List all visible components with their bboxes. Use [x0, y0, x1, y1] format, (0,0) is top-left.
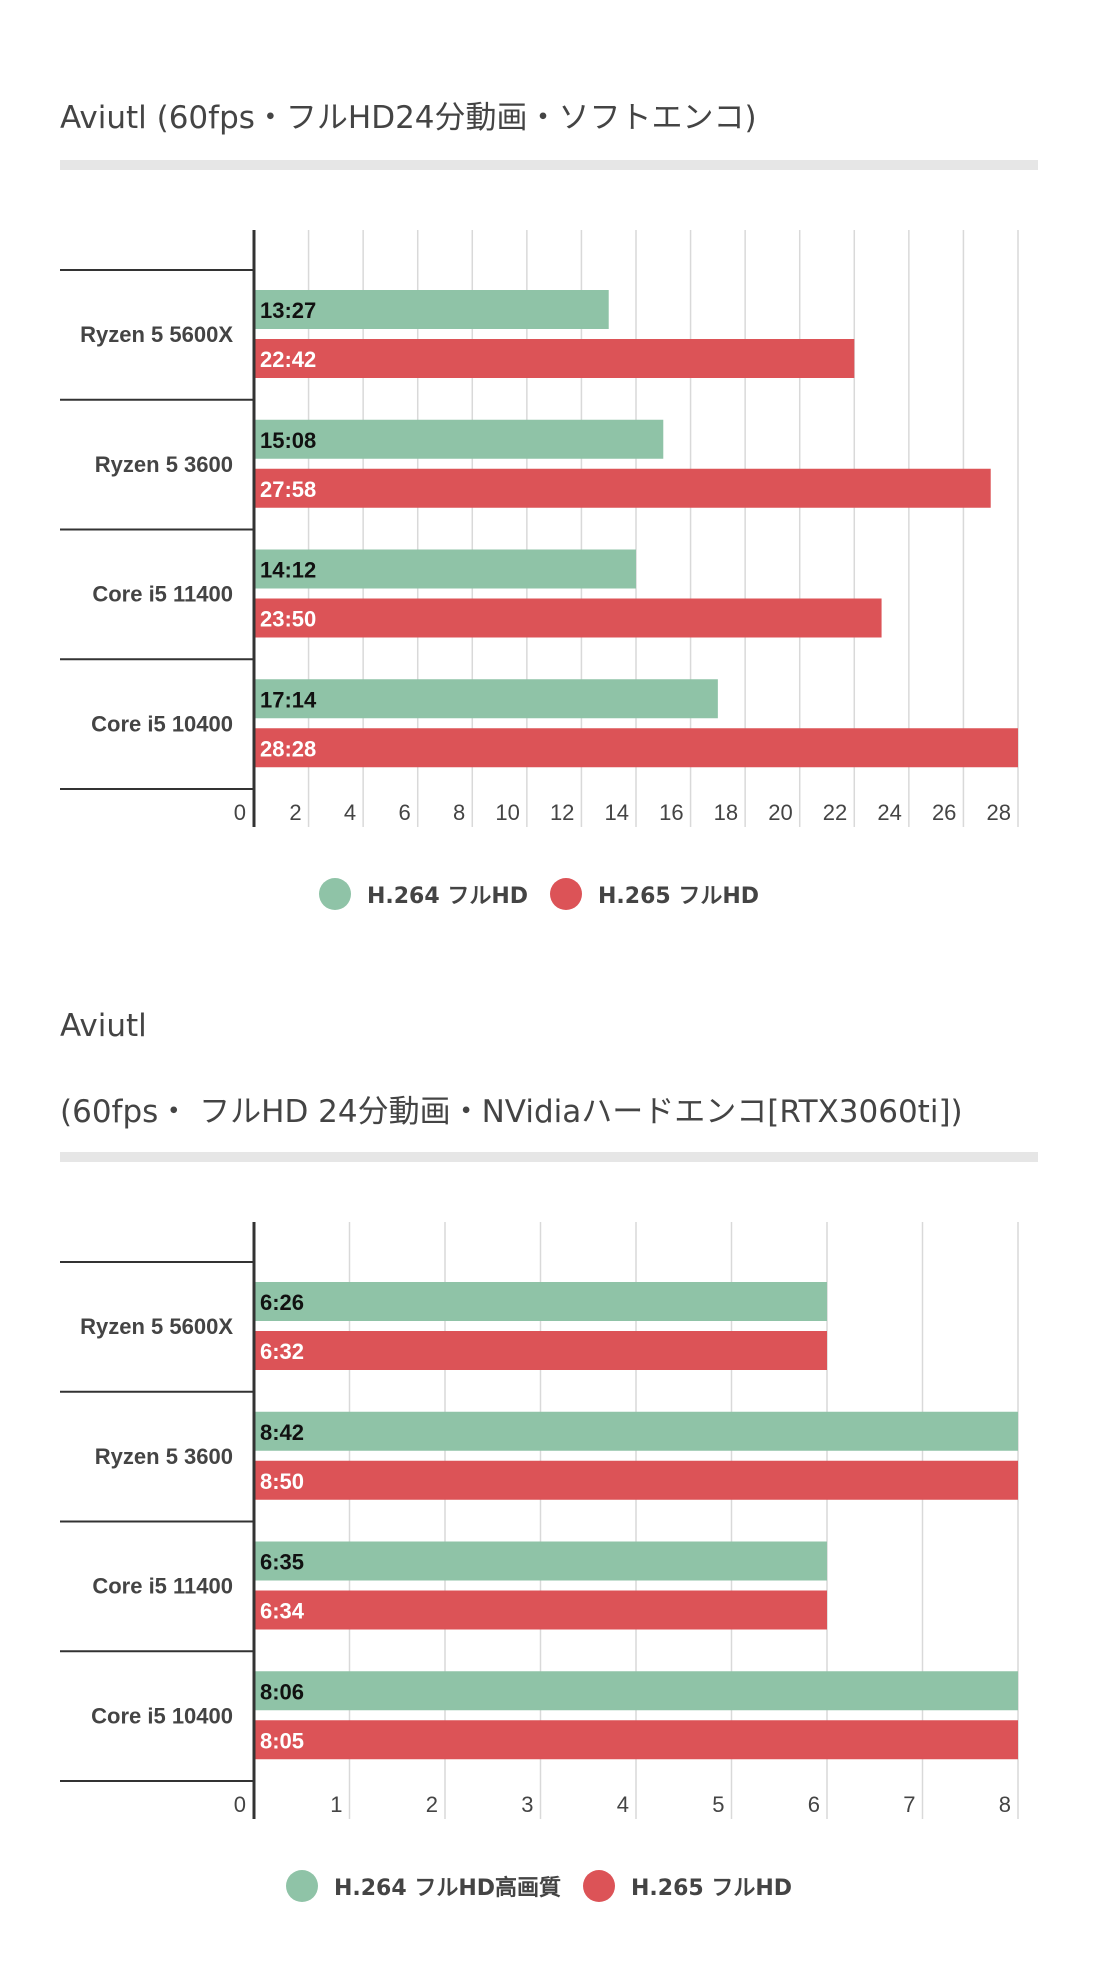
- bar-h265: [254, 1720, 1018, 1760]
- bar-h264: [254, 679, 718, 719]
- x-tick-label: 22: [823, 800, 847, 825]
- category-label: Ryzen 5 5600X: [80, 322, 233, 347]
- bar-h265: [254, 1590, 827, 1630]
- bar-h264: [254, 290, 609, 329]
- bar-h264: [254, 1541, 827, 1581]
- legend-swatch-h265: [550, 878, 582, 910]
- x-tick-label: 2: [426, 1792, 438, 1817]
- bar-h264: [254, 1282, 827, 1321]
- bar-value-label: 8:42: [260, 1420, 304, 1445]
- bar-value-label: 6:35: [260, 1550, 304, 1575]
- bar-h265: [254, 1460, 1018, 1500]
- bar-value-label: 15:08: [260, 428, 316, 453]
- x-tick-label: 24: [877, 800, 901, 825]
- bar-value-label: 8:06: [260, 1679, 304, 1704]
- x-tick-label: 5: [712, 1792, 724, 1817]
- chart1-title-rule: [60, 160, 1038, 170]
- x-tick-label: 18: [714, 800, 738, 825]
- x-tick-label: 12: [550, 800, 574, 825]
- bar-h265: [254, 468, 991, 508]
- x-tick-label: 16: [659, 800, 683, 825]
- bar-value-label: 14:12: [260, 558, 316, 583]
- x-tick-label: 0: [234, 1792, 246, 1817]
- legend-item-h264-hq: H.264 フルHD高画質: [285, 1870, 561, 1902]
- bar-value-label: 27:58: [260, 477, 316, 502]
- legend-item-h265: H.265 フルHD: [550, 878, 759, 910]
- chart2-subtitle: (60fps・ フルHD 24分動画・NVidiaハードエンコ[RTX3060t…: [60, 1094, 963, 1130]
- bar-h264: [254, 1411, 1018, 1451]
- chart1-legend: H.264 フルHD H.265 フルHD: [60, 878, 1018, 910]
- category-label: Ryzen 5 5600X: [80, 1314, 233, 1339]
- chart2-title: Aviutl: [60, 1008, 147, 1044]
- chart2-legend: H.264 フルHD高画質 H.265 フルHD: [60, 1870, 1018, 1902]
- legend-swatch-h264: [285, 1870, 318, 1902]
- x-tick-label: 8: [999, 1792, 1011, 1817]
- legend-swatch-h265: [583, 1870, 615, 1902]
- x-tick-label: 6: [398, 800, 410, 825]
- x-tick-label: 8: [453, 800, 465, 825]
- legend-item-h265: H.265 フルHD: [583, 1870, 792, 1902]
- chart1-title: Aviutl (60fps・フルHD24分動画・ソフトエンコ): [60, 100, 757, 136]
- bar-h265: [254, 1331, 827, 1370]
- bar-value-label: 6:26: [260, 1290, 304, 1315]
- bar-value-label: 6:34: [260, 1599, 305, 1624]
- bar-h264: [254, 419, 664, 459]
- bar-value-label: 6:32: [260, 1339, 304, 1364]
- bar-value-label: 23:50: [260, 607, 316, 632]
- legend-swatch-h264: [318, 878, 351, 910]
- x-tick-label: 28: [987, 800, 1011, 825]
- x-tick-label: 7: [903, 1792, 915, 1817]
- category-label: Ryzen 5 3600: [95, 452, 233, 477]
- legend-label: H.264 フルHD高画質: [333, 1876, 561, 1901]
- x-tick-label: 26: [932, 800, 956, 825]
- bar-h264: [254, 1671, 1018, 1711]
- category-label: Core i5 10400: [91, 711, 233, 736]
- x-tick-label: 4: [617, 1792, 629, 1817]
- x-tick-label: 20: [768, 800, 792, 825]
- x-tick-label: 1: [330, 1792, 342, 1817]
- legend-label: H.264 フルHD: [366, 884, 528, 909]
- category-label: Core i5 10400: [91, 1703, 233, 1728]
- x-tick-label: 4: [344, 800, 356, 825]
- x-tick-label: 14: [605, 800, 629, 825]
- x-tick-label: 6: [808, 1792, 820, 1817]
- bar-value-label: 28:28: [260, 736, 316, 761]
- bar-h264: [254, 549, 636, 589]
- bar-value-label: 8:50: [260, 1469, 304, 1494]
- bar-value-label: 22:42: [260, 347, 316, 372]
- chart2-title-rule: [60, 1152, 1038, 1162]
- bar-value-label: 13:27: [260, 298, 316, 323]
- bar-value-label: 17:14: [260, 687, 317, 712]
- legend-label: H.265 フルHD: [598, 884, 760, 909]
- bar-value-label: 8:05: [260, 1728, 304, 1753]
- category-label: Core i5 11400: [92, 582, 233, 607]
- legend-item-h264: H.264 フルHD: [318, 878, 528, 910]
- x-tick-label: 3: [521, 1792, 533, 1817]
- category-label: Ryzen 5 3600: [95, 1444, 233, 1469]
- bar-h265: [254, 339, 855, 378]
- bar-h265: [254, 728, 1018, 768]
- legend-label: H.265 フルHD: [631, 1876, 793, 1901]
- category-label: Core i5 11400: [92, 1574, 233, 1599]
- bar-h265: [254, 598, 882, 638]
- x-tick-label: 10: [495, 800, 519, 825]
- x-tick-label: 0: [234, 800, 246, 825]
- x-tick-label: 2: [289, 800, 301, 825]
